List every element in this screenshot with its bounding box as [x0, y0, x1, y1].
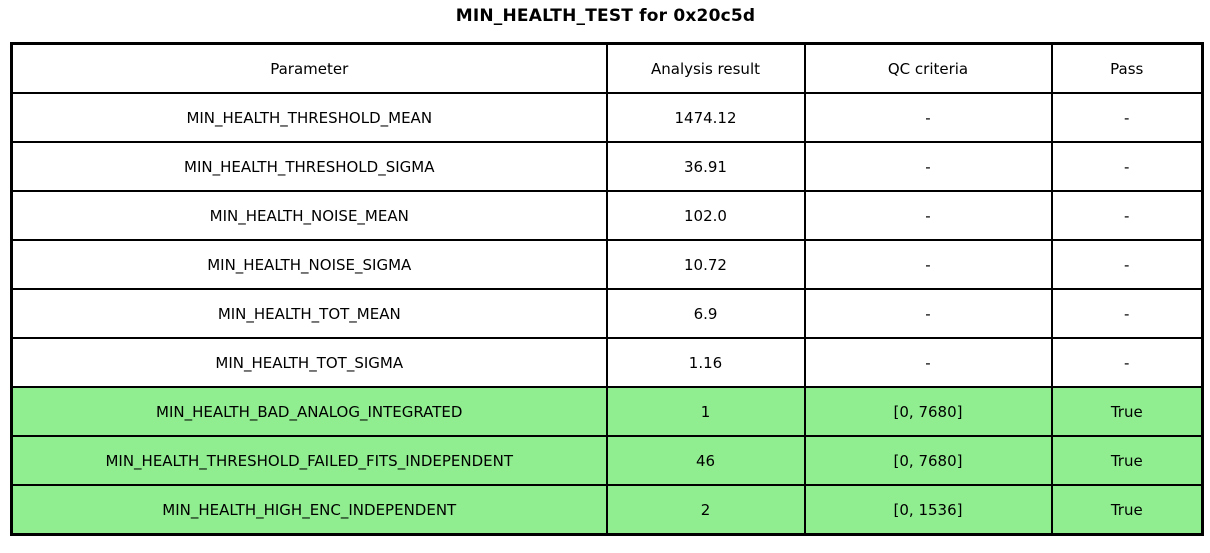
- cell-analysis-result: 1.16: [605, 337, 806, 388]
- cell-qc-criteria: [0, 7680]: [803, 435, 1053, 486]
- column-header-analysis-result: Analysis result: [605, 42, 806, 94]
- column-header-parameter: Parameter: [10, 42, 608, 94]
- cell-qc-criteria: -: [803, 337, 1053, 388]
- cell-pass: True: [1050, 386, 1204, 437]
- cell-analysis-result: 36.91: [605, 141, 806, 192]
- cell-parameter: MIN_HEALTH_THRESHOLD_MEAN: [10, 92, 608, 143]
- table-row: MIN_HEALTH_NOISE_MEAN 102.0 - -: [10, 190, 1204, 241]
- cell-parameter: MIN_HEALTH_NOISE_SIGMA: [10, 239, 608, 290]
- cell-parameter: MIN_HEALTH_THRESHOLD_FAILED_FITS_INDEPEN…: [10, 435, 608, 486]
- cell-parameter: MIN_HEALTH_TOT_MEAN: [10, 288, 608, 339]
- cell-analysis-result: 10.72: [605, 239, 806, 290]
- column-header-qc-criteria: QC criteria: [803, 42, 1053, 94]
- cell-pass: -: [1050, 337, 1204, 388]
- cell-parameter: MIN_HEALTH_HIGH_ENC_INDEPENDENT: [10, 484, 608, 536]
- page-title: MIN_HEALTH_TEST for 0x20c5d: [455, 6, 756, 26]
- cell-pass: -: [1050, 92, 1204, 143]
- cell-parameter: MIN_HEALTH_BAD_ANALOG_INTEGRATED: [10, 386, 608, 437]
- cell-analysis-result: 1: [605, 386, 806, 437]
- cell-qc-criteria: -: [803, 288, 1053, 339]
- cell-qc-criteria: -: [803, 190, 1053, 241]
- cell-qc-criteria: [0, 1536]: [803, 484, 1053, 536]
- cell-pass: -: [1050, 288, 1204, 339]
- table-row: MIN_HEALTH_THRESHOLD_SIGMA 36.91 - -: [10, 141, 1204, 192]
- cell-pass: -: [1050, 190, 1204, 241]
- table-row: MIN_HEALTH_NOISE_SIGMA 10.72 - -: [10, 239, 1204, 290]
- cell-parameter: MIN_HEALTH_NOISE_MEAN: [10, 190, 608, 241]
- cell-analysis-result: 6.9: [605, 288, 806, 339]
- table-row-passed: MIN_HEALTH_BAD_ANALOG_INTEGRATED 1 [0, 7…: [10, 386, 1204, 437]
- table-row-passed: MIN_HEALTH_THRESHOLD_FAILED_FITS_INDEPEN…: [10, 435, 1204, 486]
- cell-analysis-result: 102.0: [605, 190, 806, 241]
- table-row: MIN_HEALTH_THRESHOLD_MEAN 1474.12 - -: [10, 92, 1204, 143]
- column-header-pass: Pass: [1050, 42, 1204, 94]
- cell-qc-criteria: [0, 7680]: [803, 386, 1053, 437]
- cell-parameter: MIN_HEALTH_THRESHOLD_SIGMA: [10, 141, 608, 192]
- cell-analysis-result: 46: [605, 435, 806, 486]
- cell-pass: True: [1050, 435, 1204, 486]
- cell-analysis-result: 2: [605, 484, 806, 536]
- cell-qc-criteria: -: [803, 141, 1053, 192]
- cell-pass: -: [1050, 239, 1204, 290]
- qc-results-table: Parameter Analysis result QC criteria Pa…: [10, 42, 1204, 536]
- table-row: MIN_HEALTH_TOT_SIGMA 1.16 - -: [10, 337, 1204, 388]
- cell-parameter: MIN_HEALTH_TOT_SIGMA: [10, 337, 608, 388]
- cell-pass: True: [1050, 484, 1204, 536]
- cell-qc-criteria: -: [803, 92, 1053, 143]
- cell-pass: -: [1050, 141, 1204, 192]
- table-row: MIN_HEALTH_TOT_MEAN 6.9 - -: [10, 288, 1204, 339]
- table-row-passed: MIN_HEALTH_HIGH_ENC_INDEPENDENT 2 [0, 15…: [10, 484, 1204, 536]
- cell-analysis-result: 1474.12: [605, 92, 806, 143]
- cell-qc-criteria: -: [803, 239, 1053, 290]
- header-row: Parameter Analysis result QC criteria Pa…: [10, 42, 1204, 94]
